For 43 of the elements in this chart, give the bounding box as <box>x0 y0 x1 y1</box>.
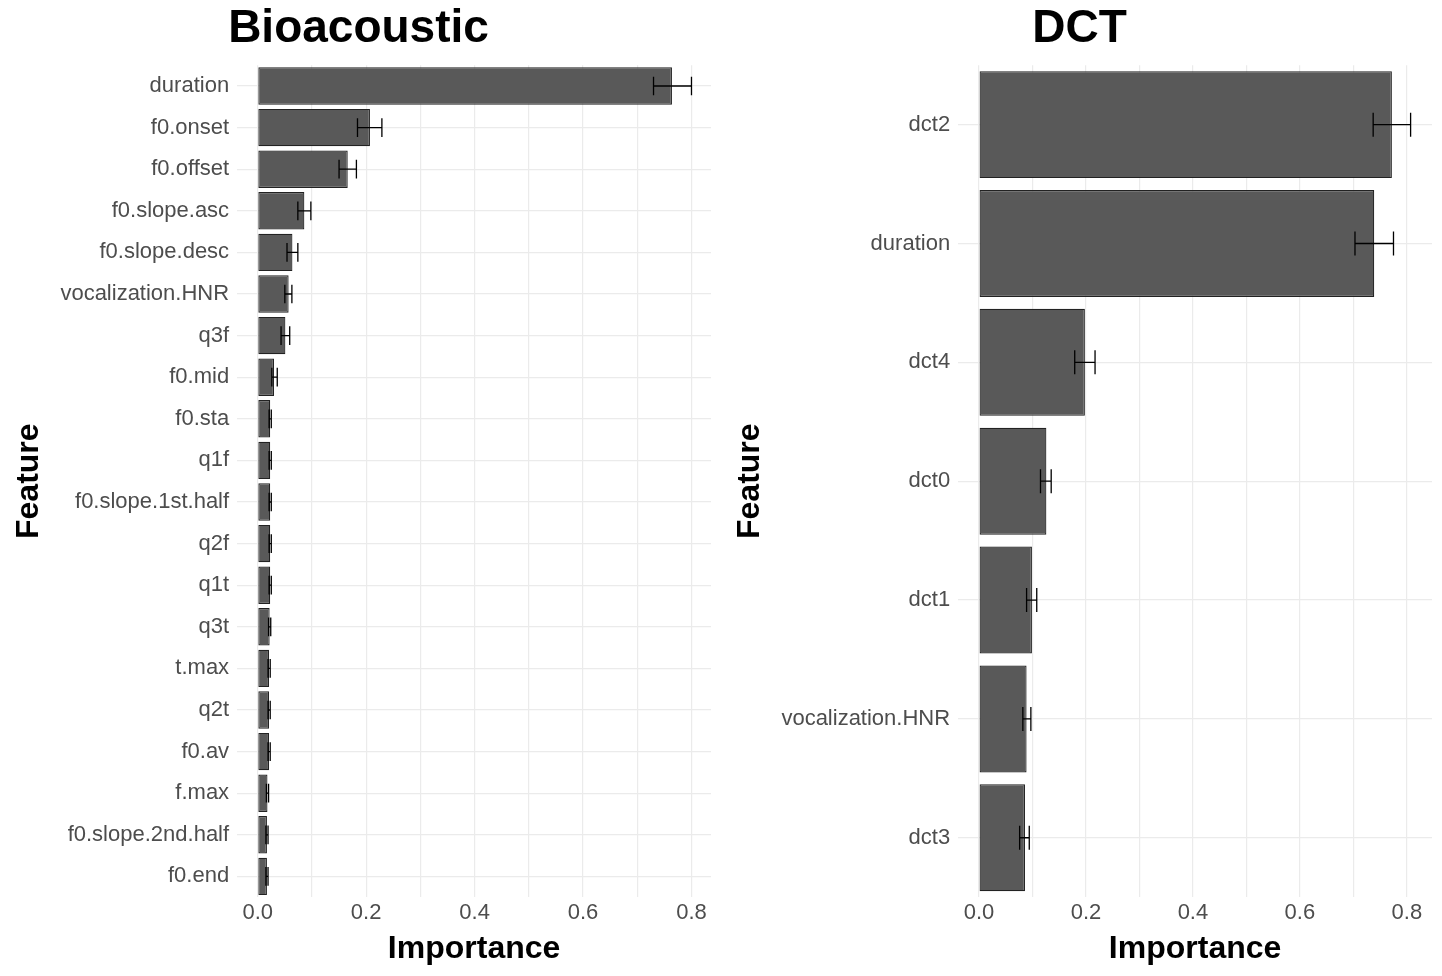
y-tick-label: dct4 <box>908 348 951 374</box>
y-tick-label: f0.end <box>167 862 230 888</box>
y-tick-label: duration <box>149 72 230 98</box>
y-tick-label: dct2 <box>908 110 951 136</box>
x-tick-label: 0.6 <box>567 899 599 925</box>
y-tick-label: f0.av <box>181 737 230 763</box>
y-tick-label: q3t <box>198 612 230 638</box>
y-tick-label: f0.slope.2nd.half <box>67 820 230 846</box>
y-tick-label: q3f <box>198 321 230 347</box>
y-tick-label: vocalization.HNR <box>781 704 951 730</box>
x-axis-title: Importance <box>387 928 561 965</box>
y-tick-label: f0.onset <box>150 113 230 139</box>
x-axis-title: Importance <box>1108 928 1282 965</box>
y-tick-label: dct0 <box>908 467 951 493</box>
y-tick-label: q2t <box>198 696 230 722</box>
x-tick-label: 0.4 <box>459 899 490 925</box>
y-axis-title: Feature <box>730 423 767 539</box>
y-tick-label: dct1 <box>908 586 951 612</box>
y-axis-title: Feature <box>9 423 46 539</box>
y-tick-label: t.max <box>175 654 230 680</box>
x-tick-label: 0.0 <box>963 899 995 925</box>
x-tick-label: 0.4 <box>1177 899 1209 925</box>
x-tick-label: 0.8 <box>676 899 707 925</box>
y-tick-label: dct3 <box>908 823 951 849</box>
y-tick-label: f0.mid <box>169 363 230 389</box>
y-tick-label: vocalization.HNR <box>60 280 230 306</box>
y-tick-label: f0.slope.asc <box>111 196 230 222</box>
x-tick-label: 0.6 <box>1284 899 1316 925</box>
y-tick-label: f0.offset <box>151 155 230 181</box>
x-tick-label: 0.2 <box>1070 899 1102 925</box>
y-tick-label: f0.slope.desc <box>99 238 230 264</box>
y-tick-label: f0.sta <box>175 404 230 430</box>
x-tick-label: 0.8 <box>1391 899 1423 925</box>
chart-title: DCT <box>1032 0 1127 53</box>
y-tick-label: q2f <box>198 529 230 555</box>
x-tick-label: 0.2 <box>350 899 382 925</box>
x-tick-label: 0.0 <box>242 899 274 925</box>
y-tick-label: f.max <box>175 779 230 805</box>
chart-title: Bioacoustic <box>228 0 489 53</box>
y-tick-label: f0.slope.1st.half <box>75 488 230 514</box>
y-tick-label: duration <box>870 229 951 255</box>
y-tick-label: q1t <box>198 571 230 597</box>
y-tick-label: q1f <box>198 446 230 472</box>
